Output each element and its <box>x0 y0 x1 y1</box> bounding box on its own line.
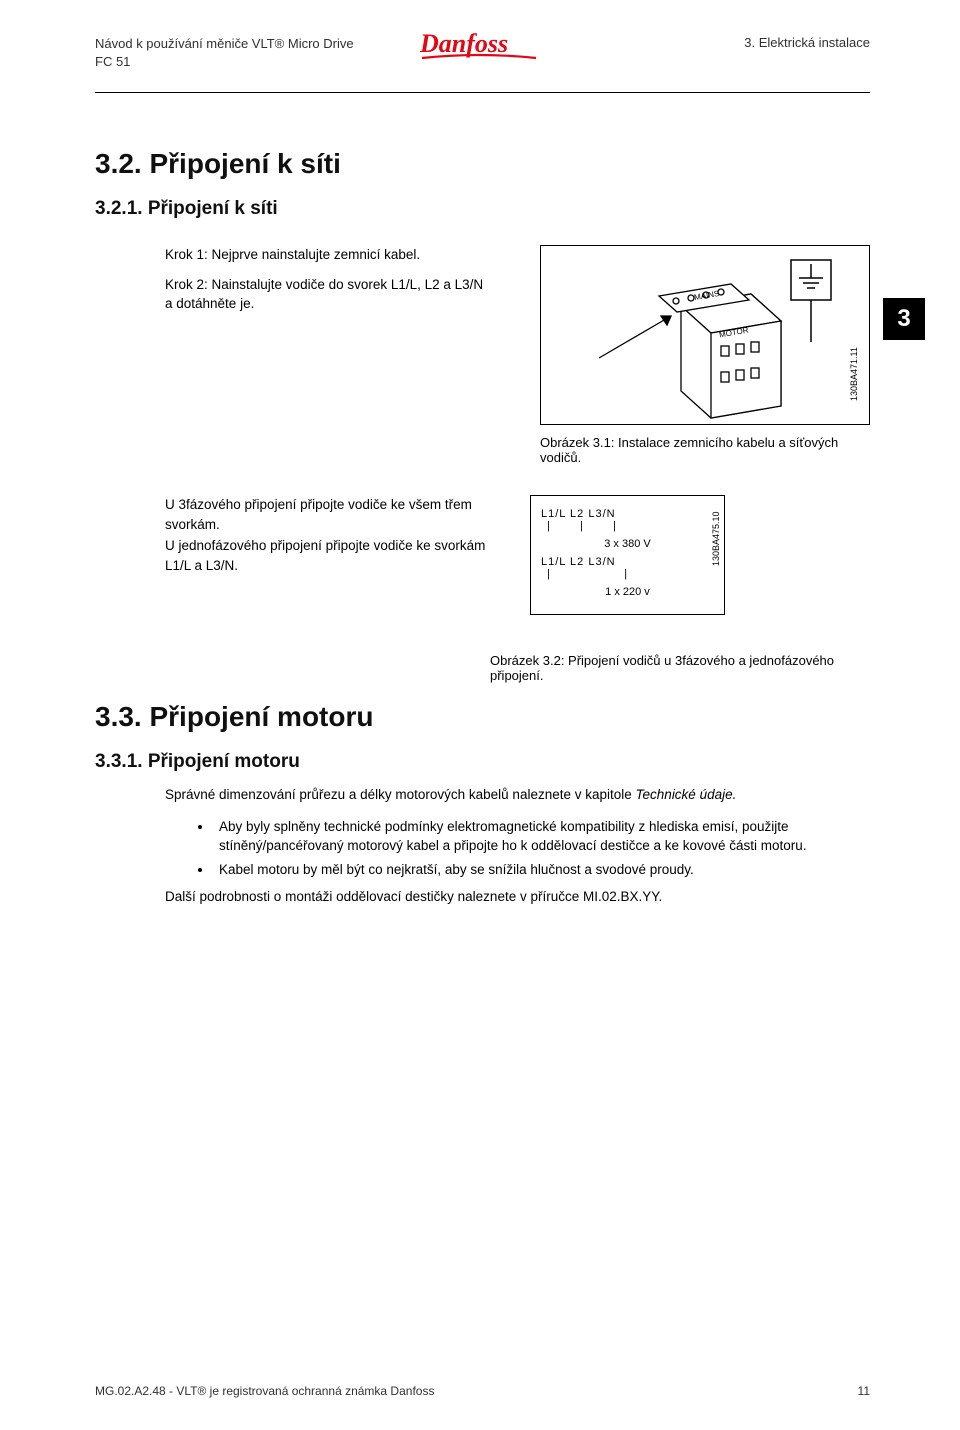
header-line1: Návod k používání měniče VLT® Micro Driv… <box>95 36 354 51</box>
intro-text: Správné dimenzování průřezu a délky moto… <box>165 787 636 802</box>
header-divider <box>95 92 870 93</box>
header-line2: FC 51 <box>95 54 130 69</box>
header-doc-title: Návod k používání měniče VLT® Micro Driv… <box>95 35 354 70</box>
intro-ital: Technické údaje. <box>636 787 737 802</box>
heading-3-3-1: 3.3.1. Připojení motoru <box>95 751 870 773</box>
fig2-row1-labels: L1/L L2 L3/N <box>541 508 714 520</box>
bullet-1: Aby byly splněny technické podmínky elek… <box>213 817 870 856</box>
figure-3-1: MAINS MOTOR 130BA471.11 <box>540 245 870 425</box>
footer-right: 11 <box>858 1384 870 1398</box>
after-bullets: Další podrobnosti o montáži oddělovací d… <box>165 887 870 907</box>
step1: Krok 1: Nejprve nainstalujte zemnicí kab… <box>165 245 490 265</box>
fig2-caption: Obrázek 3.2: Připojení vodičů u 3fázovéh… <box>490 653 870 683</box>
heading-3-2-1: 3.2.1. Připojení k síti <box>95 198 870 220</box>
bullet-2: Kabel motoru by měl být co nejkratší, ab… <box>213 860 870 880</box>
fig2-ref: 130BA475.10 <box>711 511 721 566</box>
page-footer: MG.02.A2.48 - VLT® je registrovaná ochra… <box>95 1384 870 1398</box>
fig1-ref: 130BA471.11 <box>849 347 859 401</box>
section-3-3-body: Správné dimenzování průřezu a délky moto… <box>165 785 870 907</box>
bullet-list: Aby byly splněny technické podmínky elek… <box>213 817 870 880</box>
header-chapter: 3. Elektrická instalace <box>744 35 870 50</box>
fig2-row2-labels: L1/L L2 L3/N <box>541 556 714 568</box>
para-3phase: U 3fázového připojení připojte vodiče ke… <box>165 495 490 534</box>
logo-text: Danfoss <box>420 29 508 58</box>
fig2-row1-volt: 3 x 380 V <box>541 538 714 550</box>
fig2-row2-volt: 1 x 220 v <box>541 586 714 598</box>
para-1phase: U jednofázového připojení připojte vodič… <box>165 536 490 575</box>
steps-block: Krok 1: Nejprve nainstalujte zemnicí kab… <box>165 245 490 465</box>
intro-3-3: Správné dimenzování průřezu a délky moto… <box>165 785 870 805</box>
heading-3-2: 3.2. Připojení k síti <box>95 148 870 180</box>
step2: Krok 2: Nainstalujte vodiče do svorek L1… <box>165 275 490 314</box>
phase-block: U 3fázového připojení připojte vodiče ke… <box>165 495 490 615</box>
heading-3-3: 3.3. Připojení motoru <box>95 701 870 733</box>
footer-left: MG.02.A2.48 - VLT® je registrovaná ochra… <box>95 1384 434 1398</box>
fig1-caption: Obrázek 3.1: Instalace zemnicího kabelu … <box>540 435 870 465</box>
side-tab-chapter: 3 <box>883 298 925 340</box>
danfoss-logo: Danfoss <box>420 28 540 67</box>
figure-3-2: L1/L L2 L3/N | | | 3 x 380 V L1/L L2 L3/… <box>530 495 725 615</box>
